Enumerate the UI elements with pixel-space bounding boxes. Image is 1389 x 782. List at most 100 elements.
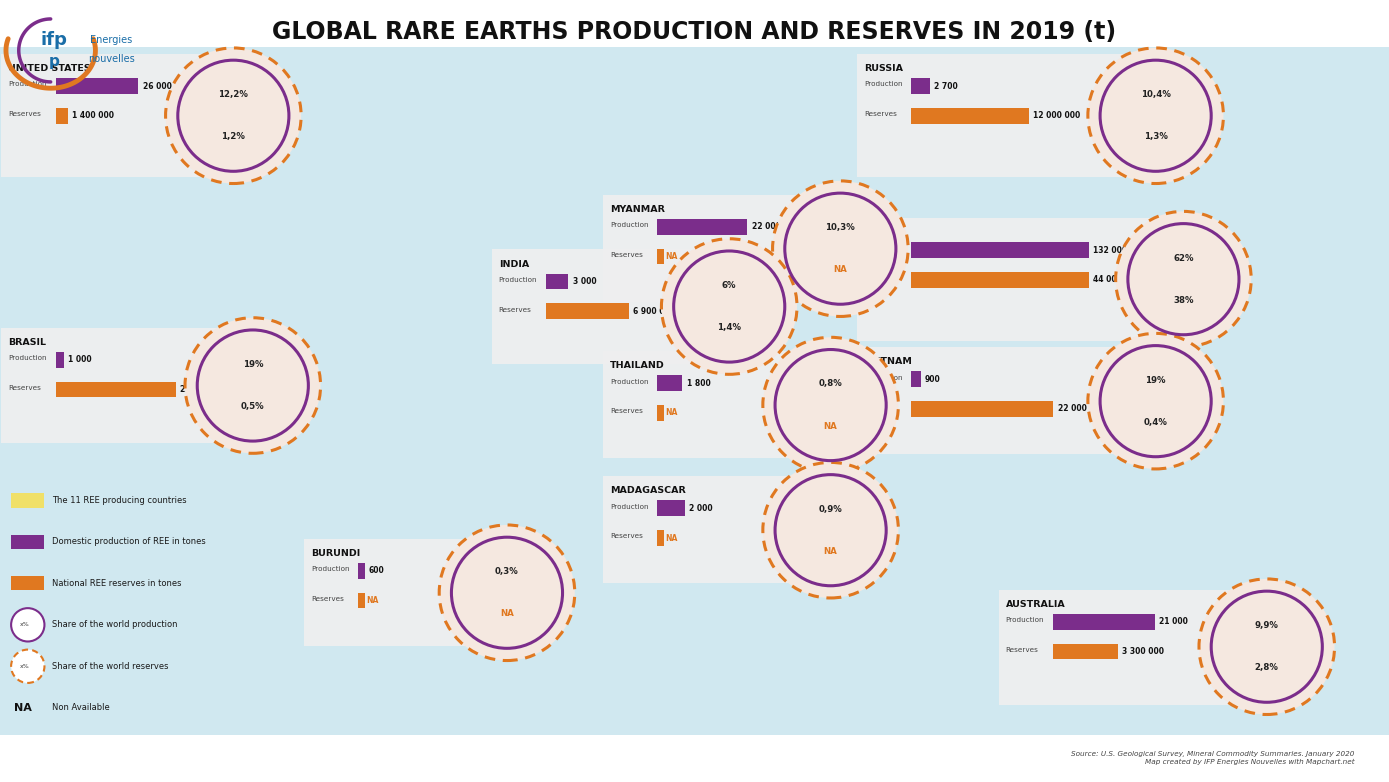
Ellipse shape [785, 193, 896, 304]
Text: 2,8%: 2,8% [1254, 663, 1279, 673]
Text: 19%: 19% [1146, 375, 1165, 385]
Ellipse shape [439, 525, 575, 661]
Ellipse shape [451, 537, 563, 648]
Text: 0,5%: 0,5% [240, 402, 265, 411]
Text: nouvelles: nouvelles [88, 55, 135, 64]
Text: 10,4%: 10,4% [1140, 90, 1171, 99]
Text: 6%: 6% [722, 281, 736, 290]
Text: NA: NA [665, 533, 678, 543]
FancyBboxPatch shape [11, 493, 43, 508]
Text: 12,2%: 12,2% [218, 90, 249, 99]
Text: 2 000: 2 000 [689, 504, 713, 513]
FancyBboxPatch shape [1053, 614, 1156, 630]
Text: Domestic production of REE in tones: Domestic production of REE in tones [51, 537, 206, 547]
Text: Production: Production [610, 504, 649, 510]
Text: 26 000: 26 000 [143, 81, 171, 91]
Ellipse shape [1088, 48, 1224, 184]
FancyBboxPatch shape [857, 218, 1158, 341]
Text: VIETNAM: VIETNAM [864, 357, 913, 367]
Ellipse shape [1211, 591, 1322, 702]
FancyBboxPatch shape [1053, 644, 1118, 659]
FancyBboxPatch shape [546, 274, 568, 289]
Text: Reserves: Reserves [610, 533, 643, 540]
FancyBboxPatch shape [657, 375, 682, 391]
FancyBboxPatch shape [492, 249, 710, 364]
Ellipse shape [1128, 224, 1239, 335]
Text: Share of the world production: Share of the world production [51, 620, 178, 630]
Text: Reserves: Reserves [864, 275, 897, 282]
Text: ifp: ifp [40, 30, 67, 48]
FancyBboxPatch shape [911, 272, 1089, 288]
FancyBboxPatch shape [1, 328, 233, 443]
Text: Reserves: Reserves [610, 252, 643, 258]
Text: p: p [49, 54, 60, 69]
Text: BURUNDI: BURUNDI [311, 549, 360, 558]
Text: NA: NA [665, 408, 678, 418]
Text: THAILAND: THAILAND [610, 361, 664, 371]
FancyBboxPatch shape [911, 401, 1053, 417]
Text: 2 700: 2 700 [935, 81, 958, 91]
Ellipse shape [11, 650, 44, 683]
Text: GLOBAL RARE EARTHS PRODUCTION AND RESERVES IN 2019 (t): GLOBAL RARE EARTHS PRODUCTION AND RESERV… [272, 20, 1117, 44]
Text: Reserves: Reserves [864, 111, 897, 117]
Ellipse shape [1100, 60, 1211, 171]
Text: Reserves: Reserves [1006, 647, 1039, 653]
Text: NA: NA [824, 421, 838, 431]
FancyBboxPatch shape [11, 535, 43, 549]
FancyBboxPatch shape [911, 108, 1029, 124]
Text: NA: NA [500, 609, 514, 619]
Text: 1,2%: 1,2% [221, 132, 246, 142]
Text: Reserves: Reserves [610, 408, 643, 414]
Text: x%: x% [19, 664, 31, 669]
Text: NA: NA [824, 547, 838, 556]
Text: Reserves: Reserves [311, 596, 344, 602]
Text: 22 000 000: 22 000 000 [181, 385, 228, 394]
Text: 12 000 000: 12 000 000 [1033, 111, 1081, 120]
Text: 19%: 19% [243, 360, 263, 369]
Text: 62%: 62% [1174, 253, 1193, 263]
Text: Production: Production [864, 375, 903, 381]
FancyBboxPatch shape [911, 78, 931, 94]
Text: NA: NA [367, 596, 379, 605]
Text: 6 900 000: 6 900 000 [633, 307, 675, 316]
Text: AUSTRALIA: AUSTRALIA [1006, 600, 1065, 609]
Text: Reserves: Reserves [8, 385, 42, 391]
FancyBboxPatch shape [657, 219, 747, 235]
FancyBboxPatch shape [603, 476, 807, 583]
FancyBboxPatch shape [358, 593, 365, 608]
Text: MADAGASCAR: MADAGASCAR [610, 486, 686, 496]
FancyBboxPatch shape [857, 347, 1131, 454]
Text: 1 400 000: 1 400 000 [72, 111, 114, 120]
Text: UNITED STATES: UNITED STATES [8, 64, 90, 74]
FancyBboxPatch shape [11, 576, 43, 590]
Text: Reserves: Reserves [8, 111, 42, 117]
FancyBboxPatch shape [657, 249, 664, 264]
Text: Production: Production [610, 378, 649, 385]
Text: x%: x% [19, 622, 31, 627]
Text: 0,4%: 0,4% [1143, 418, 1168, 427]
Ellipse shape [11, 608, 44, 641]
Text: 22 000 000: 22 000 000 [1057, 404, 1104, 414]
Text: Production: Production [8, 81, 47, 88]
Ellipse shape [763, 337, 899, 473]
FancyBboxPatch shape [999, 590, 1245, 705]
FancyBboxPatch shape [56, 78, 139, 94]
Text: Production: Production [610, 222, 649, 228]
Text: 21 000: 21 000 [1158, 617, 1188, 626]
Text: 1,3%: 1,3% [1143, 132, 1168, 142]
FancyBboxPatch shape [911, 242, 1089, 258]
Text: Energies: Energies [90, 34, 132, 45]
Ellipse shape [185, 317, 321, 454]
Text: 3 000: 3 000 [572, 277, 596, 286]
FancyBboxPatch shape [0, 47, 1389, 735]
Text: The 11 REE producing countries: The 11 REE producing countries [51, 496, 186, 505]
FancyBboxPatch shape [857, 54, 1131, 177]
Ellipse shape [1115, 211, 1251, 347]
Text: Source: U.S. Geological Survey, Mineral Commodity Summaries. January 2020
Map cr: Source: U.S. Geological Survey, Mineral … [1071, 751, 1354, 765]
Text: 1,4%: 1,4% [717, 323, 742, 332]
FancyBboxPatch shape [304, 539, 488, 646]
FancyBboxPatch shape [657, 500, 685, 516]
Text: 0,3%: 0,3% [494, 567, 519, 576]
Ellipse shape [772, 181, 908, 317]
Text: 900: 900 [925, 375, 940, 384]
